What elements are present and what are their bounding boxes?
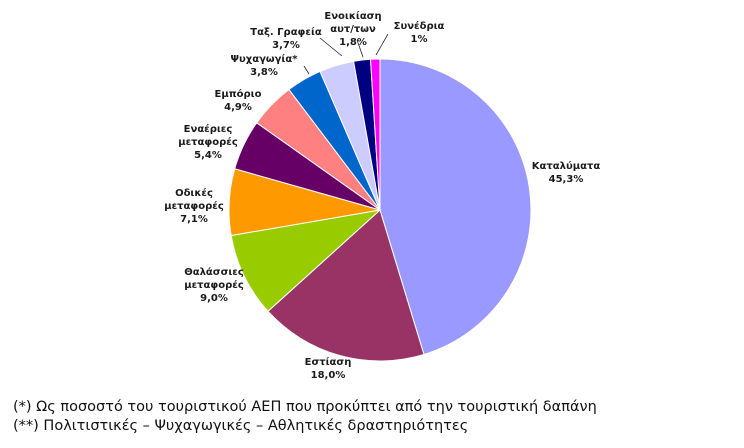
- leader-line: [356, 39, 364, 58]
- pie-slice: [267, 209, 425, 362]
- slice-value-label: 7,1%: [180, 214, 208, 225]
- leader-lines: [303, 33, 389, 75]
- slice-category-label: Θαλάσσιες: [184, 266, 244, 278]
- pie-slice: [230, 209, 382, 312]
- leader-line: [303, 65, 310, 75]
- slice-label: Εμπόριο 4,9%: [215, 88, 262, 113]
- slice-label: Ψυχαγωγία* 3,8%: [231, 53, 299, 78]
- slice-value-label: 18,0%: [311, 370, 346, 381]
- slice-category-label: Ταξ. Γραφεία: [250, 26, 322, 38]
- footnote-1: (*) Ως ποσοστό του τουριστικού ΑΕΠ που π…: [13, 399, 597, 415]
- footnote-2: (**) Πολιτιστικές – Ψυχαγωγικές – Αθλητι…: [13, 418, 469, 434]
- slice-category-label: Καταλύματα: [532, 160, 601, 172]
- slice-label: Οδικές μεταφορές 7,1%: [164, 187, 224, 225]
- slice-label: Θαλάσσιες μεταφορές 9,0%: [184, 266, 244, 304]
- footnotes: (*) Ως ποσοστό του τουριστικού ΑΕΠ που π…: [13, 398, 597, 436]
- pie-slices: [228, 58, 532, 362]
- slice-value-label: 1%: [411, 34, 428, 45]
- pie-slice: [379, 58, 532, 356]
- slice-labels: Καταλύματα 45,3%Εστίαση 18,0%Θαλάσσιες μετα…: [164, 10, 600, 381]
- slice-category-label: Εστίαση: [305, 356, 352, 368]
- slice-category-label: Ψυχαγωγία*: [231, 53, 299, 65]
- slice-value-label: 5,4%: [194, 150, 222, 161]
- slice-label: Συνέδρια 1%: [394, 20, 445, 45]
- slice-category-label: Οδικές: [175, 187, 213, 199]
- slice-label: Εστίαση 18,0%: [305, 356, 352, 381]
- slice-category-label: Εναέριες: [184, 123, 233, 135]
- slice-category-label: αυτ/των: [330, 24, 376, 35]
- slice-label: Ενοικίαση αυτ/των 1,8%: [324, 10, 381, 48]
- slice-value-label: 45,3%: [549, 174, 584, 185]
- slice-category-label: Εμπόριο: [215, 88, 262, 100]
- pie-slice: [369, 58, 381, 211]
- slice-category-label: μεταφορές: [178, 136, 238, 148]
- slice-label: Καταλύματα 45,3%: [532, 160, 601, 185]
- slice-value-label: 9,0%: [200, 293, 228, 304]
- slice-category-label: μεταφορές: [164, 200, 224, 212]
- leader-line: [375, 33, 389, 56]
- slice-value-label: 3,7%: [272, 40, 300, 51]
- slice-value-label: 4,9%: [224, 102, 252, 113]
- pie-chart: Καταλύματα 45,3%Εστίαση 18,0%Θαλάσσιες μετα…: [164, 10, 600, 381]
- slice-category-label: Συνέδρια: [394, 20, 445, 32]
- slice-label: Ταξ. Γραφεία 3,7%: [250, 26, 322, 51]
- leader-line: [319, 37, 343, 57]
- slice-value-label: 3,8%: [250, 67, 278, 78]
- slice-category-label: μεταφορές: [184, 279, 244, 291]
- slice-label: Εναέριες μεταφορές 5,4%: [178, 123, 238, 161]
- slice-category-label: Ενοικίαση: [324, 10, 381, 22]
- slice-value-label: 1,8%: [339, 37, 367, 48]
